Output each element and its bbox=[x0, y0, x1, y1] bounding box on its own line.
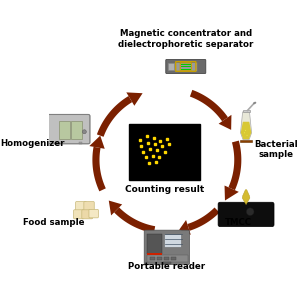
Polygon shape bbox=[92, 147, 106, 191]
Polygon shape bbox=[242, 190, 250, 205]
Text: Magnetic concentrator and
dielectrophoretic separator: Magnetic concentrator and dielectrophore… bbox=[118, 29, 254, 49]
FancyBboxPatch shape bbox=[48, 115, 90, 144]
Bar bbox=[79, 142, 82, 145]
FancyBboxPatch shape bbox=[89, 209, 98, 218]
Polygon shape bbox=[97, 96, 132, 137]
FancyBboxPatch shape bbox=[74, 210, 84, 219]
Circle shape bbox=[83, 130, 86, 134]
Bar bbox=[147, 255, 188, 262]
Polygon shape bbox=[190, 90, 228, 121]
FancyBboxPatch shape bbox=[144, 230, 190, 265]
Circle shape bbox=[245, 130, 246, 131]
Bar bbox=[60, 121, 71, 139]
FancyBboxPatch shape bbox=[166, 59, 206, 74]
Circle shape bbox=[247, 135, 248, 136]
Bar bbox=[171, 256, 176, 260]
Bar bbox=[242, 110, 249, 112]
Bar bbox=[147, 234, 162, 254]
FancyBboxPatch shape bbox=[76, 202, 86, 211]
Circle shape bbox=[244, 132, 245, 133]
Polygon shape bbox=[219, 115, 231, 130]
Text: Food sample: Food sample bbox=[23, 218, 84, 227]
Polygon shape bbox=[187, 208, 219, 231]
Polygon shape bbox=[241, 122, 251, 139]
FancyBboxPatch shape bbox=[84, 202, 94, 211]
Bar bbox=[168, 63, 174, 70]
Polygon shape bbox=[114, 207, 155, 233]
Text: Portable reader: Portable reader bbox=[128, 262, 205, 271]
FancyBboxPatch shape bbox=[218, 202, 274, 226]
Bar bbox=[240, 140, 252, 142]
Bar bbox=[71, 121, 82, 139]
Polygon shape bbox=[89, 136, 105, 149]
Polygon shape bbox=[126, 92, 143, 106]
Bar bbox=[164, 256, 169, 260]
Text: TMCC: TMCC bbox=[225, 218, 252, 227]
Bar bbox=[163, 262, 171, 265]
Bar bbox=[129, 124, 200, 180]
Polygon shape bbox=[109, 200, 122, 215]
Bar bbox=[56, 142, 59, 145]
Text: Bacterial
sample: Bacterial sample bbox=[254, 140, 298, 159]
Circle shape bbox=[246, 208, 254, 215]
Polygon shape bbox=[228, 141, 241, 190]
Text: Homogenizer: Homogenizer bbox=[1, 139, 65, 148]
FancyBboxPatch shape bbox=[82, 210, 93, 219]
Bar bbox=[147, 253, 162, 255]
Bar bbox=[164, 234, 181, 247]
Bar bbox=[157, 256, 162, 260]
Polygon shape bbox=[225, 185, 239, 200]
Bar bbox=[150, 256, 155, 260]
Bar bbox=[174, 62, 197, 71]
Polygon shape bbox=[179, 220, 191, 235]
Polygon shape bbox=[240, 112, 251, 140]
Text: Counting result: Counting result bbox=[125, 185, 205, 194]
